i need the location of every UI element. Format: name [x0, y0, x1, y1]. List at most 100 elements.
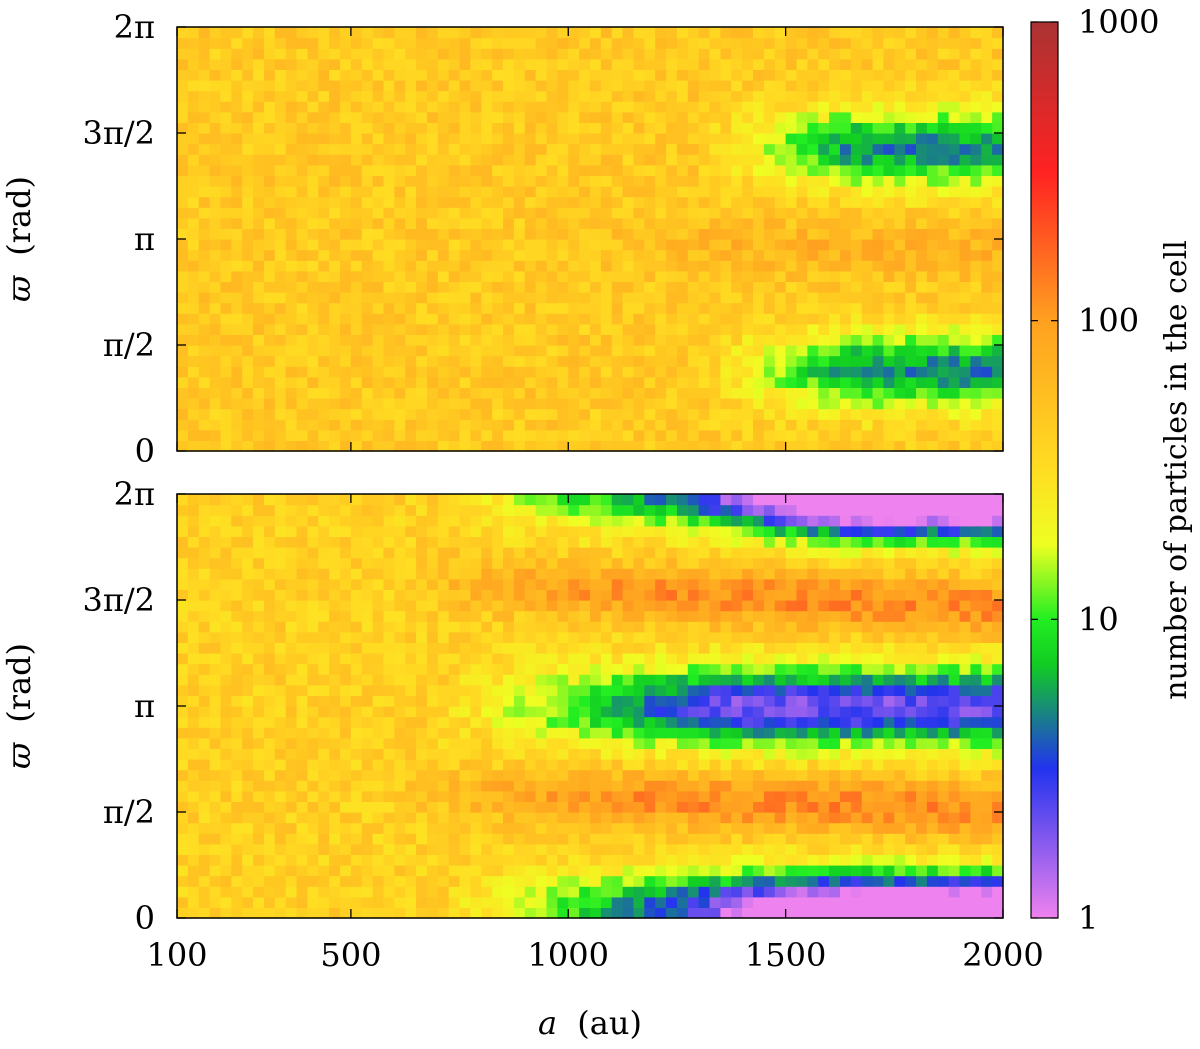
heatmap-cell — [187, 398, 200, 410]
heatmap-cell — [546, 355, 558, 367]
heatmap-cell — [709, 398, 722, 410]
heatmap-cell — [992, 334, 1004, 346]
heatmap-cell — [861, 154, 874, 166]
heatmap-cell — [187, 578, 200, 590]
heatmap-cell — [687, 281, 700, 293]
heatmap-cell — [676, 621, 689, 633]
heatmap-cell — [405, 674, 417, 686]
heatmap-cell — [611, 408, 624, 420]
heatmap-cell — [948, 58, 961, 70]
heatmap-cell — [274, 801, 287, 813]
heatmap-cell — [524, 854, 537, 866]
heatmap-cell — [753, 196, 765, 208]
heatmap-cell — [198, 515, 211, 527]
heatmap-cell — [622, 642, 635, 654]
heatmap-cell — [426, 695, 439, 707]
heatmap-cell — [894, 398, 906, 410]
heatmap-cell — [611, 875, 624, 887]
heatmap-cell — [546, 674, 558, 686]
heatmap-cell — [916, 440, 928, 452]
heatmap-cell — [687, 865, 700, 877]
heatmap-cell — [720, 376, 732, 388]
heatmap-cell — [426, 780, 439, 792]
heatmap-cell — [883, 133, 895, 145]
heatmap-cell — [296, 334, 309, 346]
heatmap-cell — [503, 175, 515, 187]
heatmap-cell — [503, 249, 515, 261]
heatmap-cell — [611, 398, 624, 410]
heatmap-cell — [676, 865, 689, 877]
heatmap-cell — [274, 440, 287, 452]
heatmap-cell — [763, 292, 776, 304]
heatmap-cell — [905, 260, 917, 272]
heatmap-cell — [231, 695, 243, 707]
heatmap-cell — [470, 281, 482, 293]
heatmap-cell — [274, 111, 287, 123]
heatmap-cell — [198, 684, 211, 696]
heatmap-cell — [242, 854, 254, 866]
heatmap-cell — [177, 429, 189, 441]
heatmap-cell — [763, 27, 776, 39]
heatmap-cell — [557, 164, 569, 176]
heatmap-cell — [644, 631, 656, 643]
heatmap-cell — [535, 260, 548, 272]
heatmap-cell — [916, 175, 928, 187]
heatmap-cell — [568, 536, 580, 548]
heatmap-cell — [883, 281, 895, 293]
heatmap-cell — [850, 122, 863, 134]
heatmap-cell — [557, 323, 569, 335]
heatmap-cell — [731, 37, 743, 49]
heatmap-cell — [731, 260, 743, 272]
heatmap-cell — [437, 525, 450, 537]
heatmap-cell — [470, 557, 482, 569]
heatmap-cell — [242, 48, 254, 60]
heatmap-cell — [329, 790, 341, 802]
heatmap-cell — [568, 207, 580, 219]
heatmap-cell — [568, 875, 580, 887]
heatmap-cell — [981, 249, 993, 261]
heatmap-cell — [546, 122, 558, 134]
heatmap-cell — [709, 355, 722, 367]
heatmap-cell — [600, 27, 613, 39]
heatmap-cell — [959, 270, 971, 282]
heatmap-cell — [622, 207, 635, 219]
heatmap-cell — [220, 578, 232, 590]
heatmap-cell — [535, 568, 548, 580]
heatmap-cell — [242, 440, 254, 452]
heatmap-cell — [655, 133, 667, 145]
heatmap-cell — [524, 578, 537, 590]
heatmap-cell — [361, 186, 374, 198]
heatmap-cell — [894, 164, 906, 176]
heatmap-cell — [394, 302, 406, 314]
heatmap-cell — [361, 674, 374, 686]
heatmap-cell — [470, 207, 482, 219]
heatmap-cell — [503, 387, 515, 399]
heatmap-cell — [579, 313, 591, 325]
heatmap-cell — [242, 58, 254, 70]
heatmap-cell — [774, 239, 787, 251]
heatmap-cell — [796, 101, 808, 113]
heatmap-cell — [253, 780, 265, 792]
heatmap-cell — [590, 578, 602, 590]
heatmap-cell — [557, 547, 569, 559]
heatmap-cell — [340, 642, 352, 654]
heatmap-cell — [187, 642, 200, 654]
heatmap-cell — [492, 122, 504, 134]
heatmap-cell — [340, 790, 352, 802]
heatmap-cell — [818, 313, 830, 325]
heatmap-cell — [666, 334, 678, 346]
heatmap-cell — [926, 48, 939, 60]
heatmap-cell — [916, 69, 928, 81]
heatmap-cell — [948, 228, 961, 240]
heatmap-cell — [916, 154, 928, 166]
heatmap-cell — [285, 313, 298, 325]
heatmap-cell — [503, 313, 515, 325]
heatmap-cell — [253, 631, 265, 643]
heatmap-cell — [753, 376, 765, 388]
heatmap-cell — [177, 737, 189, 749]
heatmap-cell — [796, 196, 808, 208]
heatmap-cell — [633, 790, 645, 802]
heatmap-cell — [242, 504, 254, 516]
heatmap-cell — [535, 642, 548, 654]
heatmap-cell — [937, 37, 950, 49]
